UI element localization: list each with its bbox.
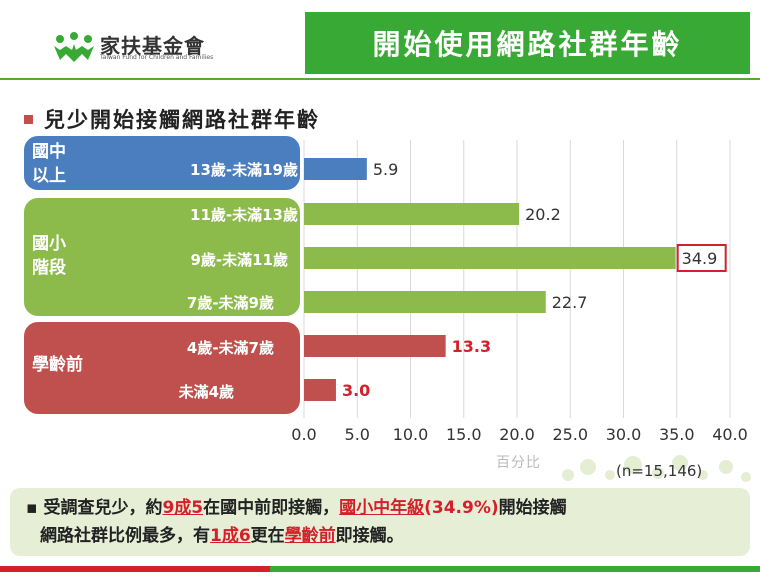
subtitle-bullet-icon <box>24 115 33 124</box>
bar <box>304 335 446 357</box>
value-label: 22.7 <box>552 293 588 312</box>
x-tick-label: 10.0 <box>393 425 429 444</box>
x-axis-title: 百分比 <box>496 455 541 471</box>
logo-subtext: Taiwan Fund for Children and Families <box>100 54 214 61</box>
group-label-line: 學齡前 <box>32 355 83 375</box>
group-label-junior-high: 國中 以上 <box>32 140 66 188</box>
value-label: 13.3 <box>452 337 491 356</box>
bar <box>304 203 520 225</box>
header-divider <box>0 78 760 80</box>
x-tick-label: 30.0 <box>606 425 642 444</box>
value-label: 20.2 <box>525 205 561 224</box>
highlight-box <box>676 244 727 272</box>
summary-text: 開始接觸 <box>498 498 567 518</box>
group-label-line: 國小 <box>32 234 66 254</box>
group-box-preschool <box>22 320 302 416</box>
footer-bar-red <box>0 566 270 572</box>
x-tick-label: 15.0 <box>446 425 482 444</box>
group-label-preschool: 學齡前 <box>32 353 83 377</box>
group-label-line: 國中 <box>32 142 66 162</box>
bar <box>304 247 676 269</box>
value-label: 5.9 <box>373 160 398 179</box>
logo-icon <box>54 32 94 62</box>
chart-subtitle: 兒少開始接觸網路社群年齡 <box>44 108 320 132</box>
bar <box>304 379 336 401</box>
category-label: 未滿4歲 <box>178 383 234 401</box>
summary-highlight: 1成6 <box>210 526 251 546</box>
group-label-elementary: 國小 階段 <box>32 232 66 280</box>
page-title: 開始使用網路社群年齡 <box>305 12 750 74</box>
summary-box: ▪ 受調查兒少，約9成5在國中前即接觸，國小中年級(34.9%)開始接觸 網路社… <box>10 488 750 556</box>
summary-text: 即接觸。 <box>335 526 404 546</box>
summary-highlight: 學齡前 <box>284 526 336 546</box>
bar <box>304 158 367 180</box>
x-tick-label: 25.0 <box>552 425 588 444</box>
summary-line-2: 網路社群比例最多，有1成6更在學齡前即接觸。 <box>26 522 738 550</box>
summary-highlight: (34.9%) <box>424 498 499 518</box>
category-label: 7歲-未滿9歲 <box>186 294 274 312</box>
category-label: 11歲-未滿13歲 <box>190 206 298 224</box>
value-label: 34.9 <box>682 249 718 268</box>
x-tick-label: 0.0 <box>291 425 316 444</box>
category-label: 13歲-未滿19歲 <box>190 161 298 179</box>
decoration-dots-icon <box>562 455 751 482</box>
x-tick-label: 40.0 <box>712 425 748 444</box>
x-tick-label: 5.0 <box>345 425 370 444</box>
summary-highlight: 國小中年級 <box>339 498 425 518</box>
group-label-line: 階段 <box>32 258 66 278</box>
summary-text: 更在 <box>250 526 285 546</box>
logo-text: 家扶基金會 <box>100 34 205 58</box>
category-label: 9歲-未滿11歲 <box>190 251 288 269</box>
summary-text: 受調查兒少，約 <box>43 498 163 518</box>
summary-highlight: 9成5 <box>162 498 204 518</box>
summary-text: 在國中前即接觸， <box>203 498 340 518</box>
bar <box>304 291 546 313</box>
summary-text: 網路社群比例最多，有 <box>40 526 210 546</box>
group-label-line: 以上 <box>32 166 66 186</box>
group-box-junior-high <box>22 134 302 192</box>
sample-size-note: (n=15,146) <box>616 462 703 480</box>
value-label: 3.0 <box>342 381 370 400</box>
summary-line-1: ▪ 受調查兒少，約9成5在國中前即接觸，國小中年級(34.9%)開始接觸 <box>26 494 738 522</box>
group-box-elementary <box>22 196 302 318</box>
x-tick-label: 35.0 <box>659 425 695 444</box>
summary-bullet: ▪ <box>26 498 38 518</box>
category-label: 4歲-未滿7歲 <box>186 339 274 357</box>
footer-bar-green <box>270 566 760 572</box>
x-tick-label: 20.0 <box>499 425 535 444</box>
